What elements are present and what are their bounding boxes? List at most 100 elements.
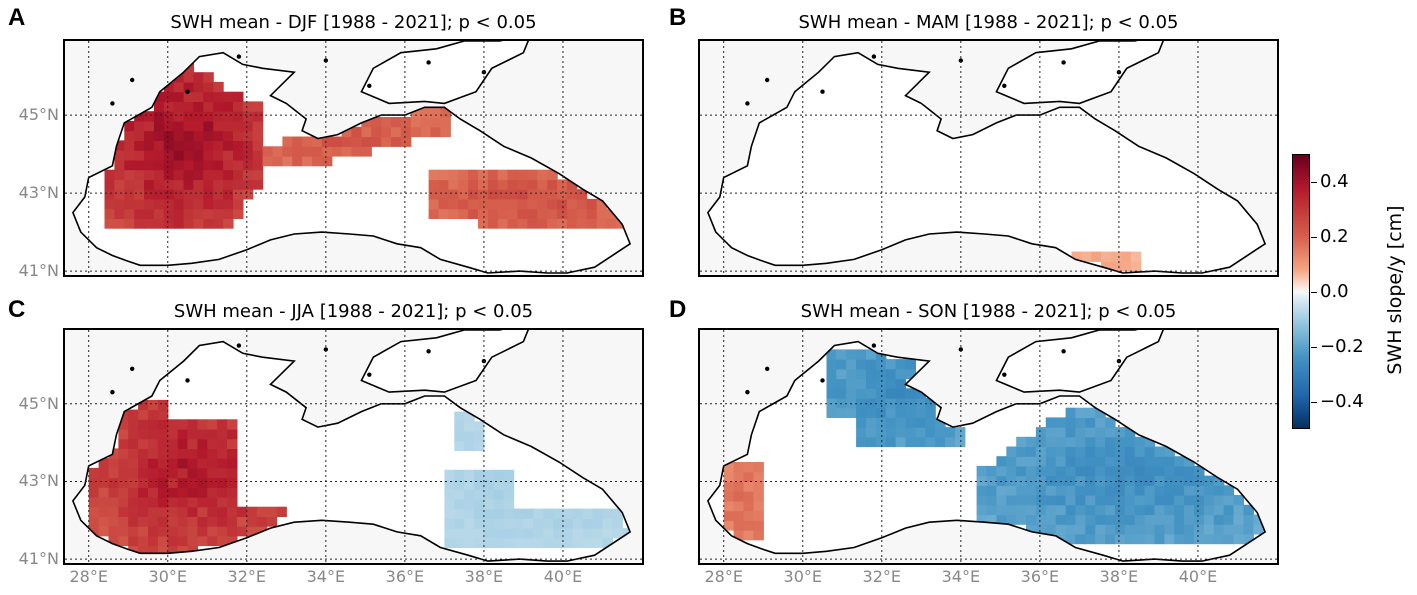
trend-cell [1065,407,1077,418]
trend-cell [252,150,264,161]
trend-cell [885,427,897,438]
trend-cell [1016,495,1027,506]
trend-cell [1075,417,1086,428]
trend-cell [464,411,475,422]
panel-letter-c: C [8,296,26,323]
trend-cell [474,528,485,539]
trend-cell [905,359,916,370]
trend-cell [177,438,189,449]
map-canvas [65,41,642,275]
trend-cell [1243,504,1254,516]
trend-cell [483,518,495,529]
trend-cell [487,179,499,190]
trend-cell [187,429,198,440]
trend-cell [1164,456,1175,467]
trend-cell [1174,485,1185,496]
trend-cell [846,368,857,380]
trend-cell [1095,446,1106,457]
trend-cell [533,508,544,519]
trend-cell [167,477,179,488]
trend-cell [134,130,145,141]
trend-cell [104,179,115,190]
trend-cell [193,130,204,141]
trend-cell [612,528,623,539]
trend-cell [547,208,558,219]
trend-cell [148,497,159,508]
trend-cell [203,140,214,151]
trend-cell [187,526,198,537]
trend-cell [223,130,234,141]
trend-cell [582,518,594,529]
trend-cell [1075,456,1086,467]
trend-cell [1075,495,1086,506]
coastal-lake [764,366,770,372]
coastal-lake [764,77,770,83]
lon-label: 32°E [862,567,902,586]
trend-cell [543,508,554,519]
trend-cell [836,378,847,389]
colorbar-tick-label: 0.2 [1320,225,1349,247]
trend-cell [351,146,362,157]
trend-cell [187,458,198,469]
trend-cell [875,436,887,448]
trend-cell [128,526,139,537]
trend-cell [430,126,442,138]
trend-cell [895,378,907,389]
trend-cell [497,189,509,200]
trend-cell [866,388,877,399]
coastal-lake [871,343,877,348]
trend-cell [173,150,185,161]
trend-cell [1115,456,1126,467]
trend-cell [1174,475,1185,486]
trend-cell [1035,485,1047,496]
trend-cell [197,458,208,469]
trend-cell [420,126,432,138]
trend-cell [227,526,238,537]
trend-cell [213,179,224,190]
trend-cell [187,477,198,488]
trend-cell [242,130,254,141]
trend-cell [576,189,588,200]
trend-cell [513,518,525,529]
trend-cell [1203,495,1215,506]
trend-cell [986,514,997,525]
trend-cell [118,458,129,469]
trend-cell [507,189,519,200]
trend-cell [292,136,303,147]
trend-cell [1065,446,1077,457]
trend-cell [187,448,198,459]
trend-cell [1243,533,1254,545]
trend-cell [1026,446,1037,457]
trend-cell [572,508,584,519]
trend-cell [866,436,877,448]
trend-cell [503,489,515,500]
trend-cell [1055,436,1067,448]
trend-cell [1085,436,1096,448]
trend-cell [400,136,412,147]
trend-cell [173,120,185,132]
trend-cell [592,508,604,519]
trend-cell [144,150,155,161]
trend-cell [203,169,214,181]
trend-cell [157,467,169,479]
trend-cell [292,156,303,167]
trend-cell [1124,446,1136,457]
trend-cell [227,487,238,498]
coastal-lake [129,366,135,372]
trend-cell [1095,427,1106,438]
trend-cell [420,107,432,118]
trend-cell [454,421,465,432]
trend-cell [1203,533,1215,545]
trend-cell [885,388,897,399]
trend-cell [487,189,499,200]
trend-cell [1016,514,1027,525]
trend-cell [183,140,195,151]
trend-cell [743,520,754,531]
trend-cell [875,388,887,399]
panel-title-a: SWH mean - DJF [1988 - 2021]; p < 0.05 [170,12,537,33]
trend-cell [1223,495,1235,506]
trend-cell [173,101,185,112]
trend-cell [483,489,495,500]
trend-cell [503,469,515,481]
trend-cell [1065,504,1077,516]
